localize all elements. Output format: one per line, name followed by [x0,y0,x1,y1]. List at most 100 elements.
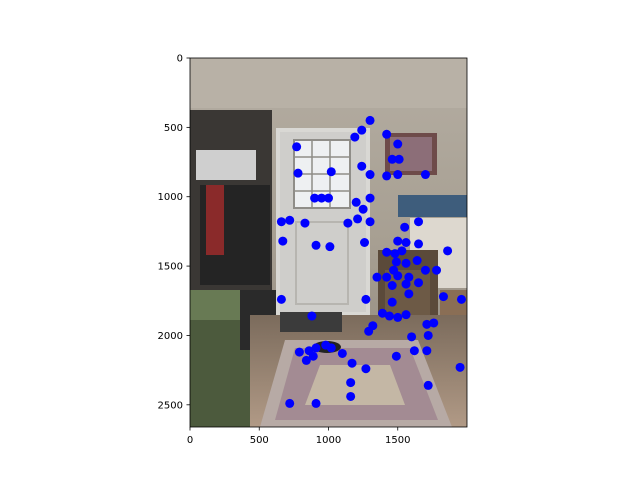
scatter-point [423,330,433,340]
scatter-point [382,171,392,181]
scatter-point [401,310,411,320]
x-tick-label: 500 [250,435,269,446]
scatter-point [393,236,403,246]
scatter-point [382,247,392,257]
scatter-point [422,346,432,356]
scatter-point [393,139,403,149]
scatter-point [394,154,404,164]
scatter-point [301,355,311,365]
scatter-point [326,167,336,177]
scatter-point [391,257,401,267]
scatter-point [365,115,375,125]
scatter-point [343,218,353,228]
scatter-point [423,380,433,390]
y-tick-label: 1000 [158,192,183,203]
scatter-point [317,193,327,203]
scatter-point [401,238,411,247]
scatter-point [414,217,424,227]
scatter-point [360,238,370,247]
scatter-point [310,193,320,203]
scatter-point [390,249,400,259]
scatter-point [294,347,304,357]
scatter-point [391,351,401,361]
y-tick-label: 2500 [158,400,183,411]
scatter-point [308,351,318,361]
scatter-point [365,193,375,203]
scatter-point [325,242,335,252]
scatter-point [422,319,432,329]
scatter-point [361,294,371,304]
scatter-point [393,170,403,180]
y-tick-label: 2000 [158,331,183,342]
room-photo [190,58,467,427]
scatter-point [346,378,356,388]
y-tick-label: 1500 [158,262,183,273]
scatter-points [276,115,466,408]
scatter-point [300,218,310,228]
scatter-point [409,346,419,356]
scatter-point [401,279,411,289]
scatter-point [404,289,414,299]
scatter-point [387,281,397,291]
scatter-point [378,308,388,318]
scatter-point [307,311,317,321]
x-axis: 0 500 1000 1500 [187,427,410,446]
scatter-point [324,193,333,203]
scatter-point [404,272,414,282]
scatter-point [285,398,295,408]
scatter-point [414,239,424,249]
scatter-point [401,258,411,268]
scatter-point [276,294,286,304]
scatter-point [432,265,442,275]
scatter-point [456,294,466,304]
scatter-point [397,246,407,256]
scatter-point [382,272,392,282]
scatter-point [351,197,361,207]
scatter-point [384,311,394,321]
scatter-point [326,343,336,353]
scatter-point [438,292,448,302]
scatter-point [311,240,321,250]
scatter-point [420,265,430,275]
scatter-point [347,358,357,368]
y-tick-label: 500 [164,123,183,134]
y-tick-label: 0 [177,54,183,65]
scatter-point [350,132,360,142]
scatter-point [429,318,439,328]
x-tick-label: 0 [187,435,193,446]
scatter-point [285,215,295,225]
scatter-point [364,326,374,336]
scatter-point [337,348,347,358]
x-tick-label: 1000 [316,435,341,446]
scatter-point [414,278,424,288]
scatter-point [400,222,410,232]
y-axis: 0 500 1000 1500 2000 2500 [158,54,190,411]
scatter-point [311,343,321,353]
scatter-point [353,214,363,224]
scatter-point [372,272,382,282]
scatter-point [443,246,453,256]
scatter-point [357,125,367,135]
scatter-point [382,129,392,139]
scatter-point [361,364,371,374]
scatter-point [455,362,465,372]
scatter-point [357,161,367,171]
scatter-point [407,332,417,342]
scatter-point [365,170,375,180]
scatter-point [278,236,288,246]
scatter-point [276,217,286,227]
scatter-point [358,204,368,214]
scatter-point [420,170,430,180]
scatter-point [412,256,422,266]
x-tick-label: 1500 [385,435,410,446]
scatter-point [346,391,356,401]
scatter-point [387,154,397,164]
scatter-point [292,142,302,152]
scatter-point [393,312,403,322]
scatter-point [365,217,375,227]
scatter-point [387,297,397,307]
scatter-point [311,398,321,408]
scatter-point [293,168,303,178]
scatter-point [393,271,403,281]
